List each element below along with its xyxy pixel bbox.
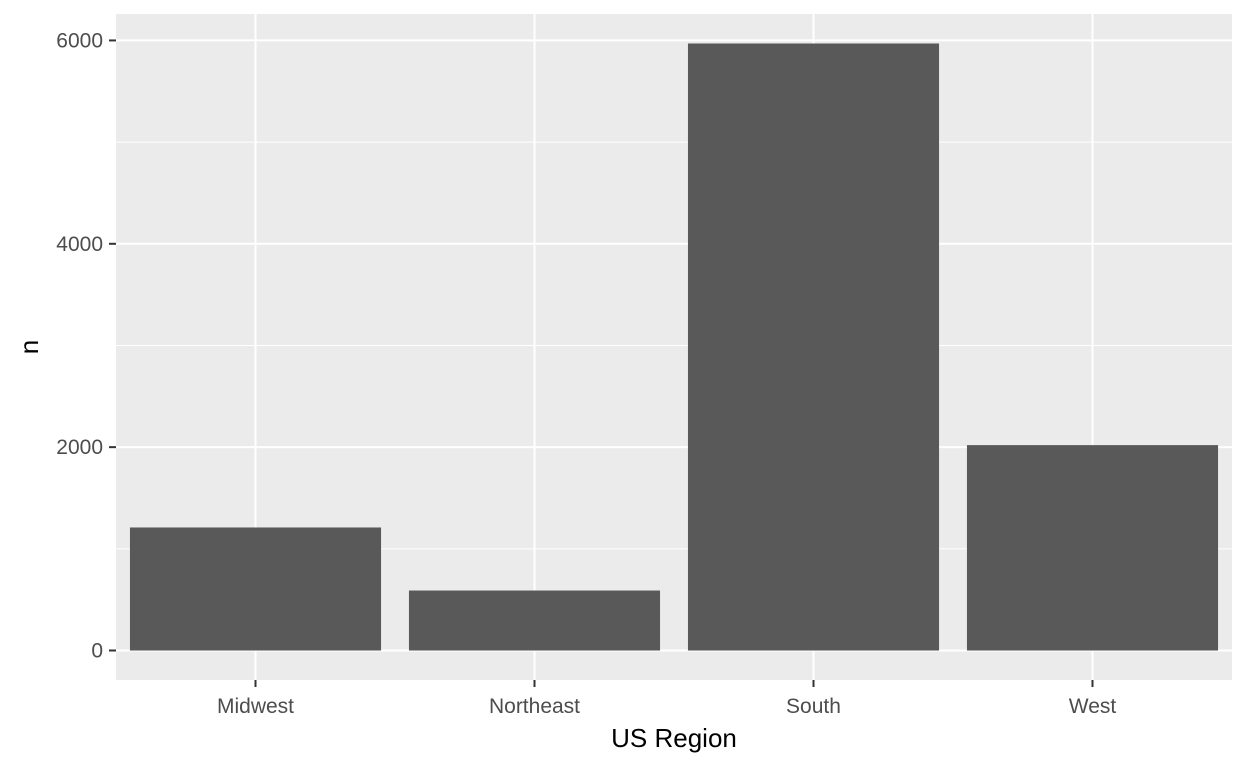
y-tick-label: 4000 xyxy=(56,233,103,256)
x-tick-label: West xyxy=(1069,695,1117,718)
x-tick-label: Midwest xyxy=(217,695,294,718)
x-tick-label: Northeast xyxy=(489,695,580,718)
bar-midwest xyxy=(129,527,382,651)
y-tick-label: 6000 xyxy=(56,29,103,52)
bar-west xyxy=(966,445,1219,651)
bar-northeast xyxy=(408,590,661,651)
y-tick-label: 2000 xyxy=(56,436,103,459)
bars xyxy=(129,43,1219,651)
y-axis-ticks: 0 2000 4000 6000 xyxy=(56,29,116,663)
y-axis-title: n xyxy=(14,340,44,354)
x-tick-label: South xyxy=(786,695,841,718)
x-axis-title: US Region xyxy=(611,723,737,753)
x-axis-ticks: Midwest Northeast South West xyxy=(217,680,1116,718)
bar-south xyxy=(687,43,940,651)
y-tick-label: 0 xyxy=(91,640,103,663)
